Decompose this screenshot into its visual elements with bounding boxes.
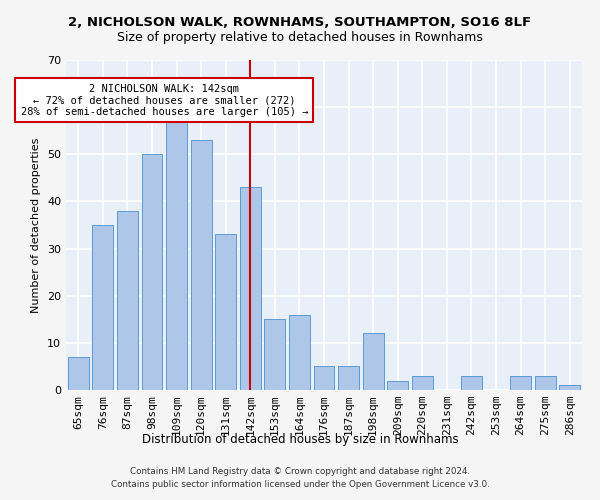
Bar [314,366,334,390]
Bar [387,380,408,390]
Bar [265,320,286,390]
Text: Distribution of detached houses by size in Rownhams: Distribution of detached houses by size … [142,432,458,446]
Bar [338,366,359,390]
Bar [215,234,236,390]
Text: Size of property relative to detached houses in Rownhams: Size of property relative to detached ho… [117,31,483,44]
Bar [142,154,163,390]
Bar [92,225,113,390]
Bar [68,357,89,390]
Bar [535,376,556,390]
Text: Contains HM Land Registry data © Crown copyright and database right 2024.: Contains HM Land Registry data © Crown c… [130,467,470,476]
Bar [362,334,383,390]
Y-axis label: Number of detached properties: Number of detached properties [31,138,41,312]
Bar [240,188,261,390]
Text: Contains public sector information licensed under the Open Government Licence v3: Contains public sector information licen… [110,480,490,489]
Bar [289,314,310,390]
Bar [117,211,138,390]
Bar [191,140,212,390]
Text: 2 NICHOLSON WALK: 142sqm
← 72% of detached houses are smaller (272)
28% of semi-: 2 NICHOLSON WALK: 142sqm ← 72% of detach… [20,84,308,117]
Bar [412,376,433,390]
Bar [510,376,531,390]
Bar [166,122,187,390]
Bar [559,386,580,390]
Text: 2, NICHOLSON WALK, ROWNHAMS, SOUTHAMPTON, SO16 8LF: 2, NICHOLSON WALK, ROWNHAMS, SOUTHAMPTON… [68,16,532,29]
Bar [461,376,482,390]
